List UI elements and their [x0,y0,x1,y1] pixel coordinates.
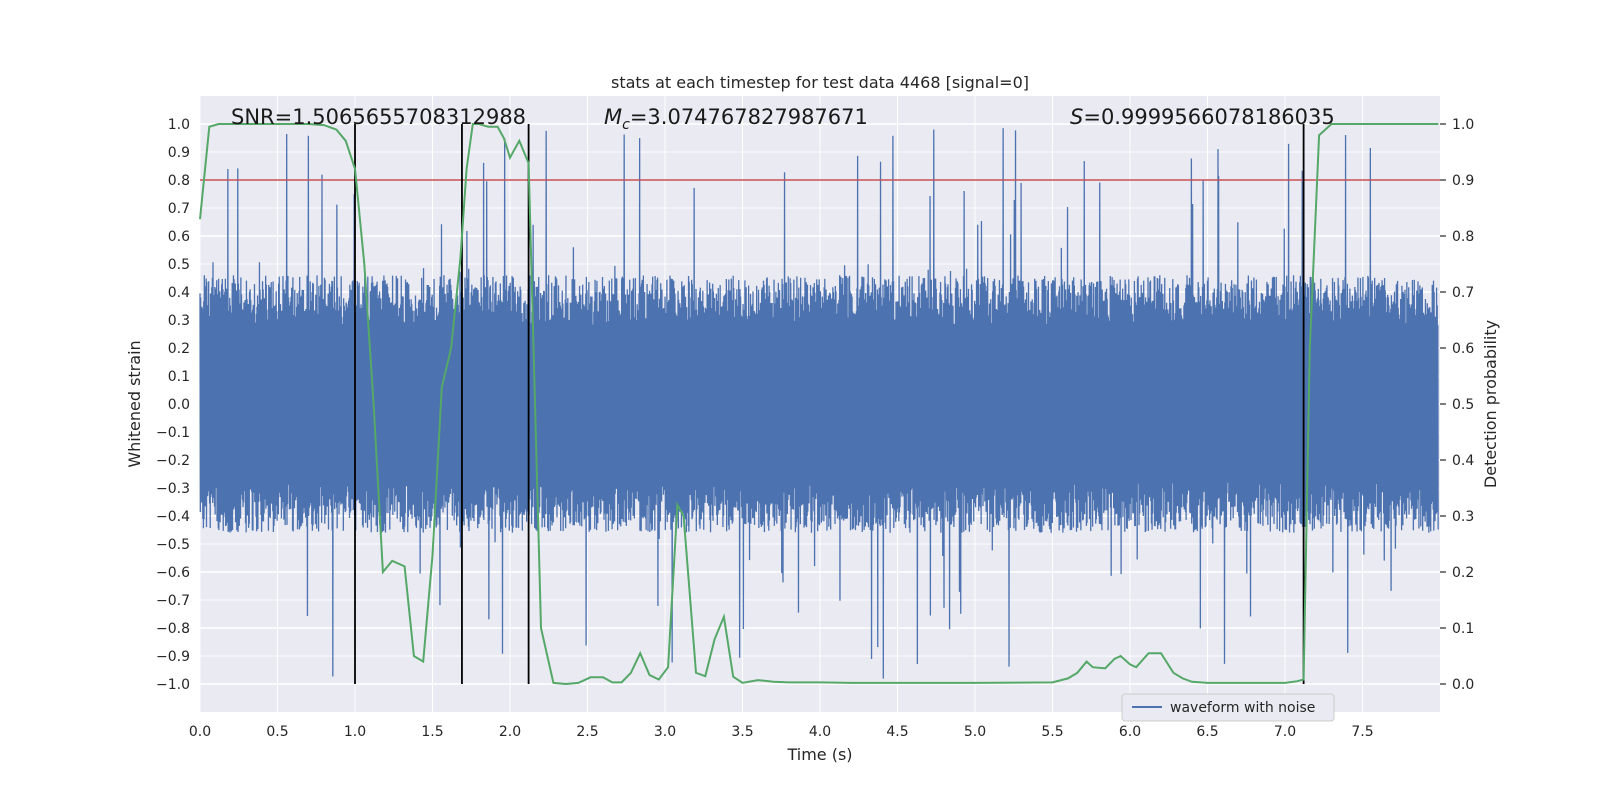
x-tick-label: 4.0 [809,724,831,740]
y-tick-label: 0.7 [168,201,190,217]
x-axis-label: Time (s) [786,745,852,764]
y-tick-label: 0.4 [168,285,190,301]
probability-line [199,123,1439,686]
y-tick-label: −1.0 [156,677,190,693]
y-tick-label: −0.6 [156,565,190,581]
y-tick-label: 0.2 [168,341,190,357]
x-tick-label: 7.0 [1274,724,1296,740]
y-tick-label: 0.5 [168,257,190,273]
x-tick-label: 5.5 [1041,724,1063,740]
y2-tick-label: 0.3 [1452,509,1474,525]
y-tick-label: 0.8 [168,173,190,189]
y2-axis-label: Detection probability [1481,320,1500,488]
y-tick-label: 0.9 [168,145,190,161]
y2-tick-label: 0.0 [1452,677,1474,693]
x-tick-label: 5.0 [964,724,986,740]
y-tick-label: −0.8 [156,621,190,637]
s-annotation: S=0.9999566078186035 [1070,105,1335,129]
y-axis-ticks: −1.0 −0.9 −0.8 −0.7 −0.6 −0.5 −0.4 −0.3 −0.2 −0.1… [156,117,190,693]
y-tick-label: −0.2 [156,453,190,469]
x-tick-label: 0.5 [266,724,288,740]
s-symbol: S [1070,105,1083,129]
legend-label: waveform with noise [1170,700,1315,716]
y2-axis-ticks: 0.0 0.1 0.2 0.3 0.4 0.5 0.6 0.7 0.8 0.9 1.0 [1440,117,1474,693]
y-tick-label: −0.9 [156,649,190,665]
snr-annotation: SNR=1.5065655708312988 [231,105,526,129]
y2-tick-label: 1.0 [1452,117,1474,133]
mc-symbol: M [604,105,622,129]
x-tick-label: 3.0 [654,724,676,740]
y-tick-label: −0.3 [156,481,190,497]
x-axis-ticks: 0.0 0.5 1.0 1.5 2.0 2.5 3.0 3.5 4.0 4.5 5.0 5.5 6.0 6… [189,724,1374,740]
x-tick-label: 7.5 [1351,724,1373,740]
x-tick-label: 2.0 [499,724,521,740]
waveform-series [199,128,1439,679]
y2-tick-label: 0.6 [1452,341,1474,357]
y-tick-label: −0.4 [156,509,190,525]
x-tick-label: 1.5 [421,724,443,740]
y-tick-label: −0.5 [156,537,190,553]
legend-box [1121,693,1335,722]
y2-tick-label: 0.4 [1452,453,1474,469]
y2-tick-label: 0.7 [1452,285,1474,301]
y-tick-label: 0.1 [168,369,190,385]
mc-value: =3.074767827987671 [630,105,868,129]
x-tick-label: 3.5 [731,724,753,740]
mc-subscript: c [622,117,630,133]
x-tick-label: 0.0 [189,724,211,740]
x-tick-label: 1.0 [344,724,366,740]
x-tick-label: 6.5 [1196,724,1218,740]
s-value: =0.9999566078186035 [1083,105,1334,129]
y2-tick-label: 0.2 [1452,565,1474,581]
y-tick-label: −0.1 [156,425,190,441]
y2-tick-label: 0.5 [1452,397,1474,413]
x-tick-label: 4.5 [886,724,908,740]
waveform-line [199,128,1439,679]
chart-title: stats at each timestep for test data 446… [611,73,1029,92]
y-tick-label: 0.3 [168,313,190,329]
y2-tick-label: 0.1 [1452,621,1474,637]
mc-annotation: Mc=3.074767827987671 [604,105,868,133]
x-tick-label: 6.0 [1119,724,1141,740]
y-tick-label: 0.6 [168,229,190,245]
y2-tick-label: 0.9 [1452,173,1474,189]
y-tick-label: 0.0 [168,397,190,413]
y-axis-label: Whitened strain [125,340,144,467]
detection-probability-series [199,123,1439,686]
legend: waveform with noise [1121,693,1335,722]
y-tick-label: 1.0 [168,117,190,133]
vertical-markers [354,124,1305,684]
x-tick-label: 2.5 [576,724,598,740]
y2-tick-label: 0.8 [1452,229,1474,245]
y-tick-label: −0.7 [156,593,190,609]
